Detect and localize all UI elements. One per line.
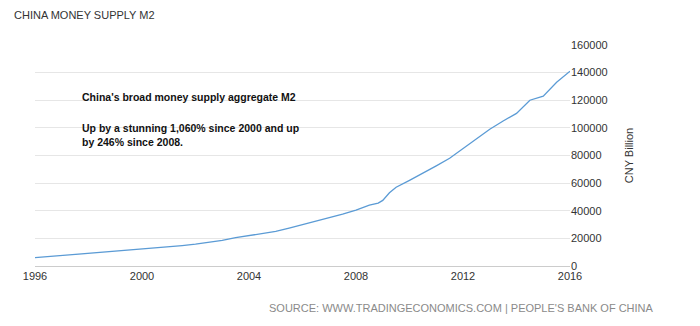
svg-text:160000: 160000 [571,39,608,51]
svg-text:0: 0 [571,260,577,272]
svg-text:60000: 60000 [571,177,602,189]
svg-text:China's broad money supply agg: China's broad money supply aggregate M2 [82,91,296,103]
svg-text:100000: 100000 [571,122,608,134]
svg-text:2008: 2008 [344,270,368,282]
svg-text:CHINA MONEY SUPPLY M2: CHINA MONEY SUPPLY M2 [14,9,155,21]
svg-text:Up by a stunning 1,060% since: Up by a stunning 1,060% since 2000 and u… [82,122,299,148]
svg-text:CNY Billion: CNY Billion [623,128,635,183]
svg-text:120000: 120000 [571,94,608,106]
svg-text:1996: 1996 [23,270,47,282]
svg-text:140000: 140000 [571,66,608,78]
svg-text:20000: 20000 [571,232,602,244]
svg-text:SOURCE: WWW.TRADINGECONOMICS.C: SOURCE: WWW.TRADINGECONOMICS.COM | PEOPL… [269,302,654,314]
svg-text:80000: 80000 [571,149,602,161]
svg-text:2016: 2016 [558,270,582,282]
svg-text:40000: 40000 [571,205,602,217]
svg-text:2004: 2004 [237,270,261,282]
svg-text:2012: 2012 [451,270,475,282]
svg-text:2000: 2000 [130,270,154,282]
